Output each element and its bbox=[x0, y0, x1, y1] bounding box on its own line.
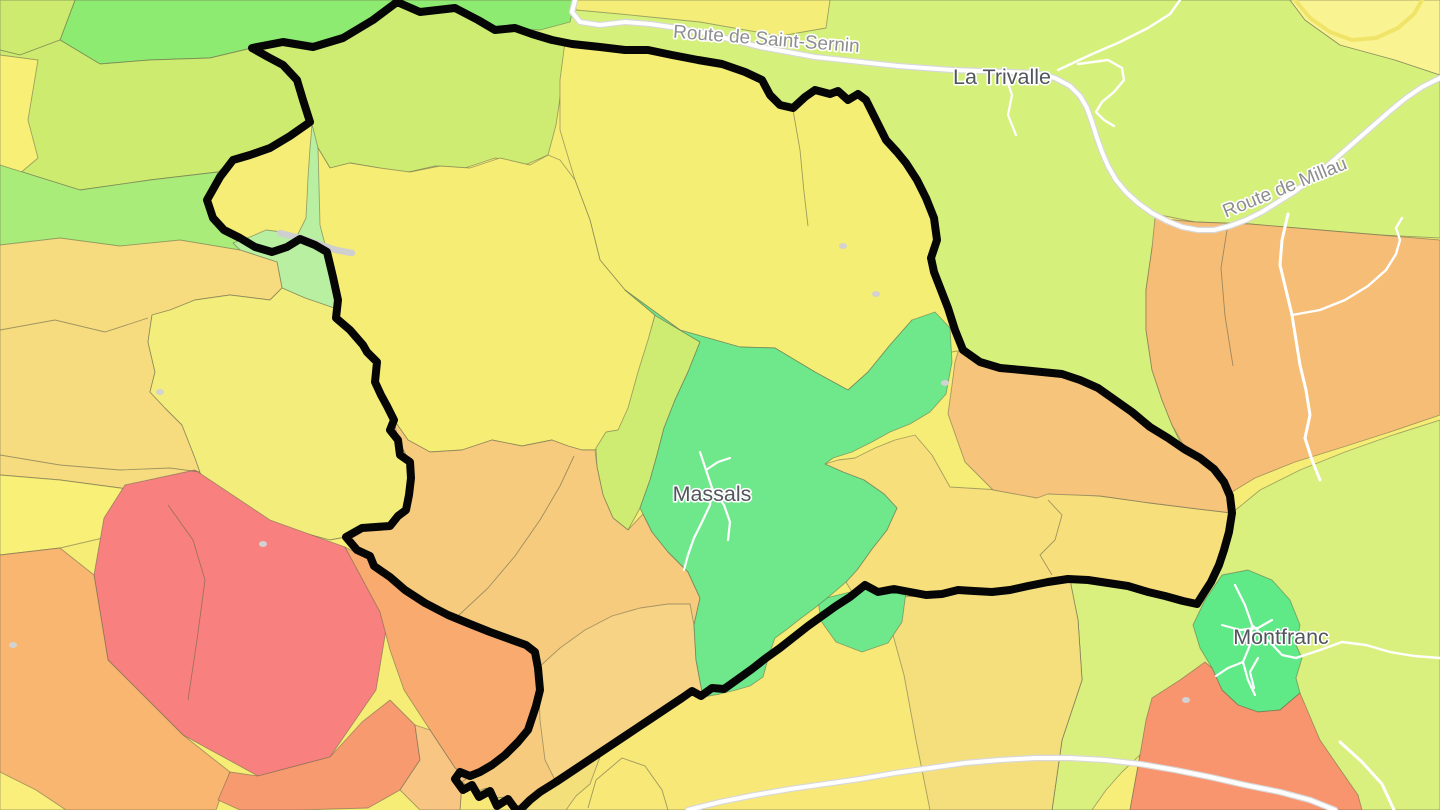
building-icon bbox=[9, 642, 17, 648]
region-yellow-sliver-left bbox=[0, 54, 39, 186]
region-yellow-bl-corner bbox=[0, 771, 67, 810]
road-massals-3 bbox=[704, 456, 732, 472]
road-montfranc-3 bbox=[1250, 623, 1298, 660]
building-icon bbox=[1182, 697, 1190, 703]
region-montfranc-green bbox=[1192, 569, 1303, 713]
building-icon bbox=[156, 389, 164, 395]
commune-group-boundary bbox=[203, 0, 1236, 810]
road-massals-1 bbox=[682, 450, 714, 572]
road-saint-sernin-millau bbox=[570, 0, 1440, 232]
road-massals-2 bbox=[710, 486, 732, 542]
road-montfranc-2 bbox=[1220, 618, 1274, 632]
building-icon bbox=[839, 243, 847, 249]
road-yellow-corner bbox=[1293, 0, 1424, 42]
building-icon bbox=[259, 541, 267, 547]
building-icon bbox=[872, 291, 880, 297]
building-icon bbox=[941, 380, 949, 386]
road-montfranc-sw bbox=[1214, 660, 1245, 678]
road-right-vertical bbox=[1278, 212, 1322, 482]
road-ne-top bbox=[1056, 0, 1182, 72]
road-se-spur bbox=[1338, 740, 1396, 810]
road-la-trivalle-s bbox=[1003, 73, 1018, 137]
border-tanwest-internal-1 bbox=[0, 317, 149, 333]
border-red-internal bbox=[167, 504, 206, 701]
border-s-yellow-internal bbox=[587, 757, 669, 810]
place-label-massals: Massals bbox=[673, 482, 752, 506]
border-tongue-internal bbox=[1039, 499, 1063, 576]
road-bottom bbox=[686, 756, 1337, 810]
road-hairpin-ne bbox=[1076, 58, 1126, 128]
border-tan-internal bbox=[457, 455, 575, 617]
road-right-branch bbox=[1290, 216, 1404, 317]
road-montfranc-1 bbox=[1233, 583, 1257, 697]
region-green-massals bbox=[624, 289, 953, 698]
region-ne-yellow-band bbox=[574, 0, 831, 37]
place-label-la-trivalle: La Trivalle bbox=[953, 65, 1051, 89]
region-orange-bl bbox=[0, 547, 231, 810]
border-tanwest-internal-2 bbox=[0, 454, 201, 473]
road-montfranc-4 bbox=[1248, 656, 1260, 690]
place-label-montfranc: Montfranc bbox=[1233, 625, 1329, 649]
road-montfranc-east bbox=[1294, 640, 1440, 660]
border-int-yellow-internal bbox=[792, 109, 809, 227]
border-orange-right-internal bbox=[1220, 223, 1234, 367]
